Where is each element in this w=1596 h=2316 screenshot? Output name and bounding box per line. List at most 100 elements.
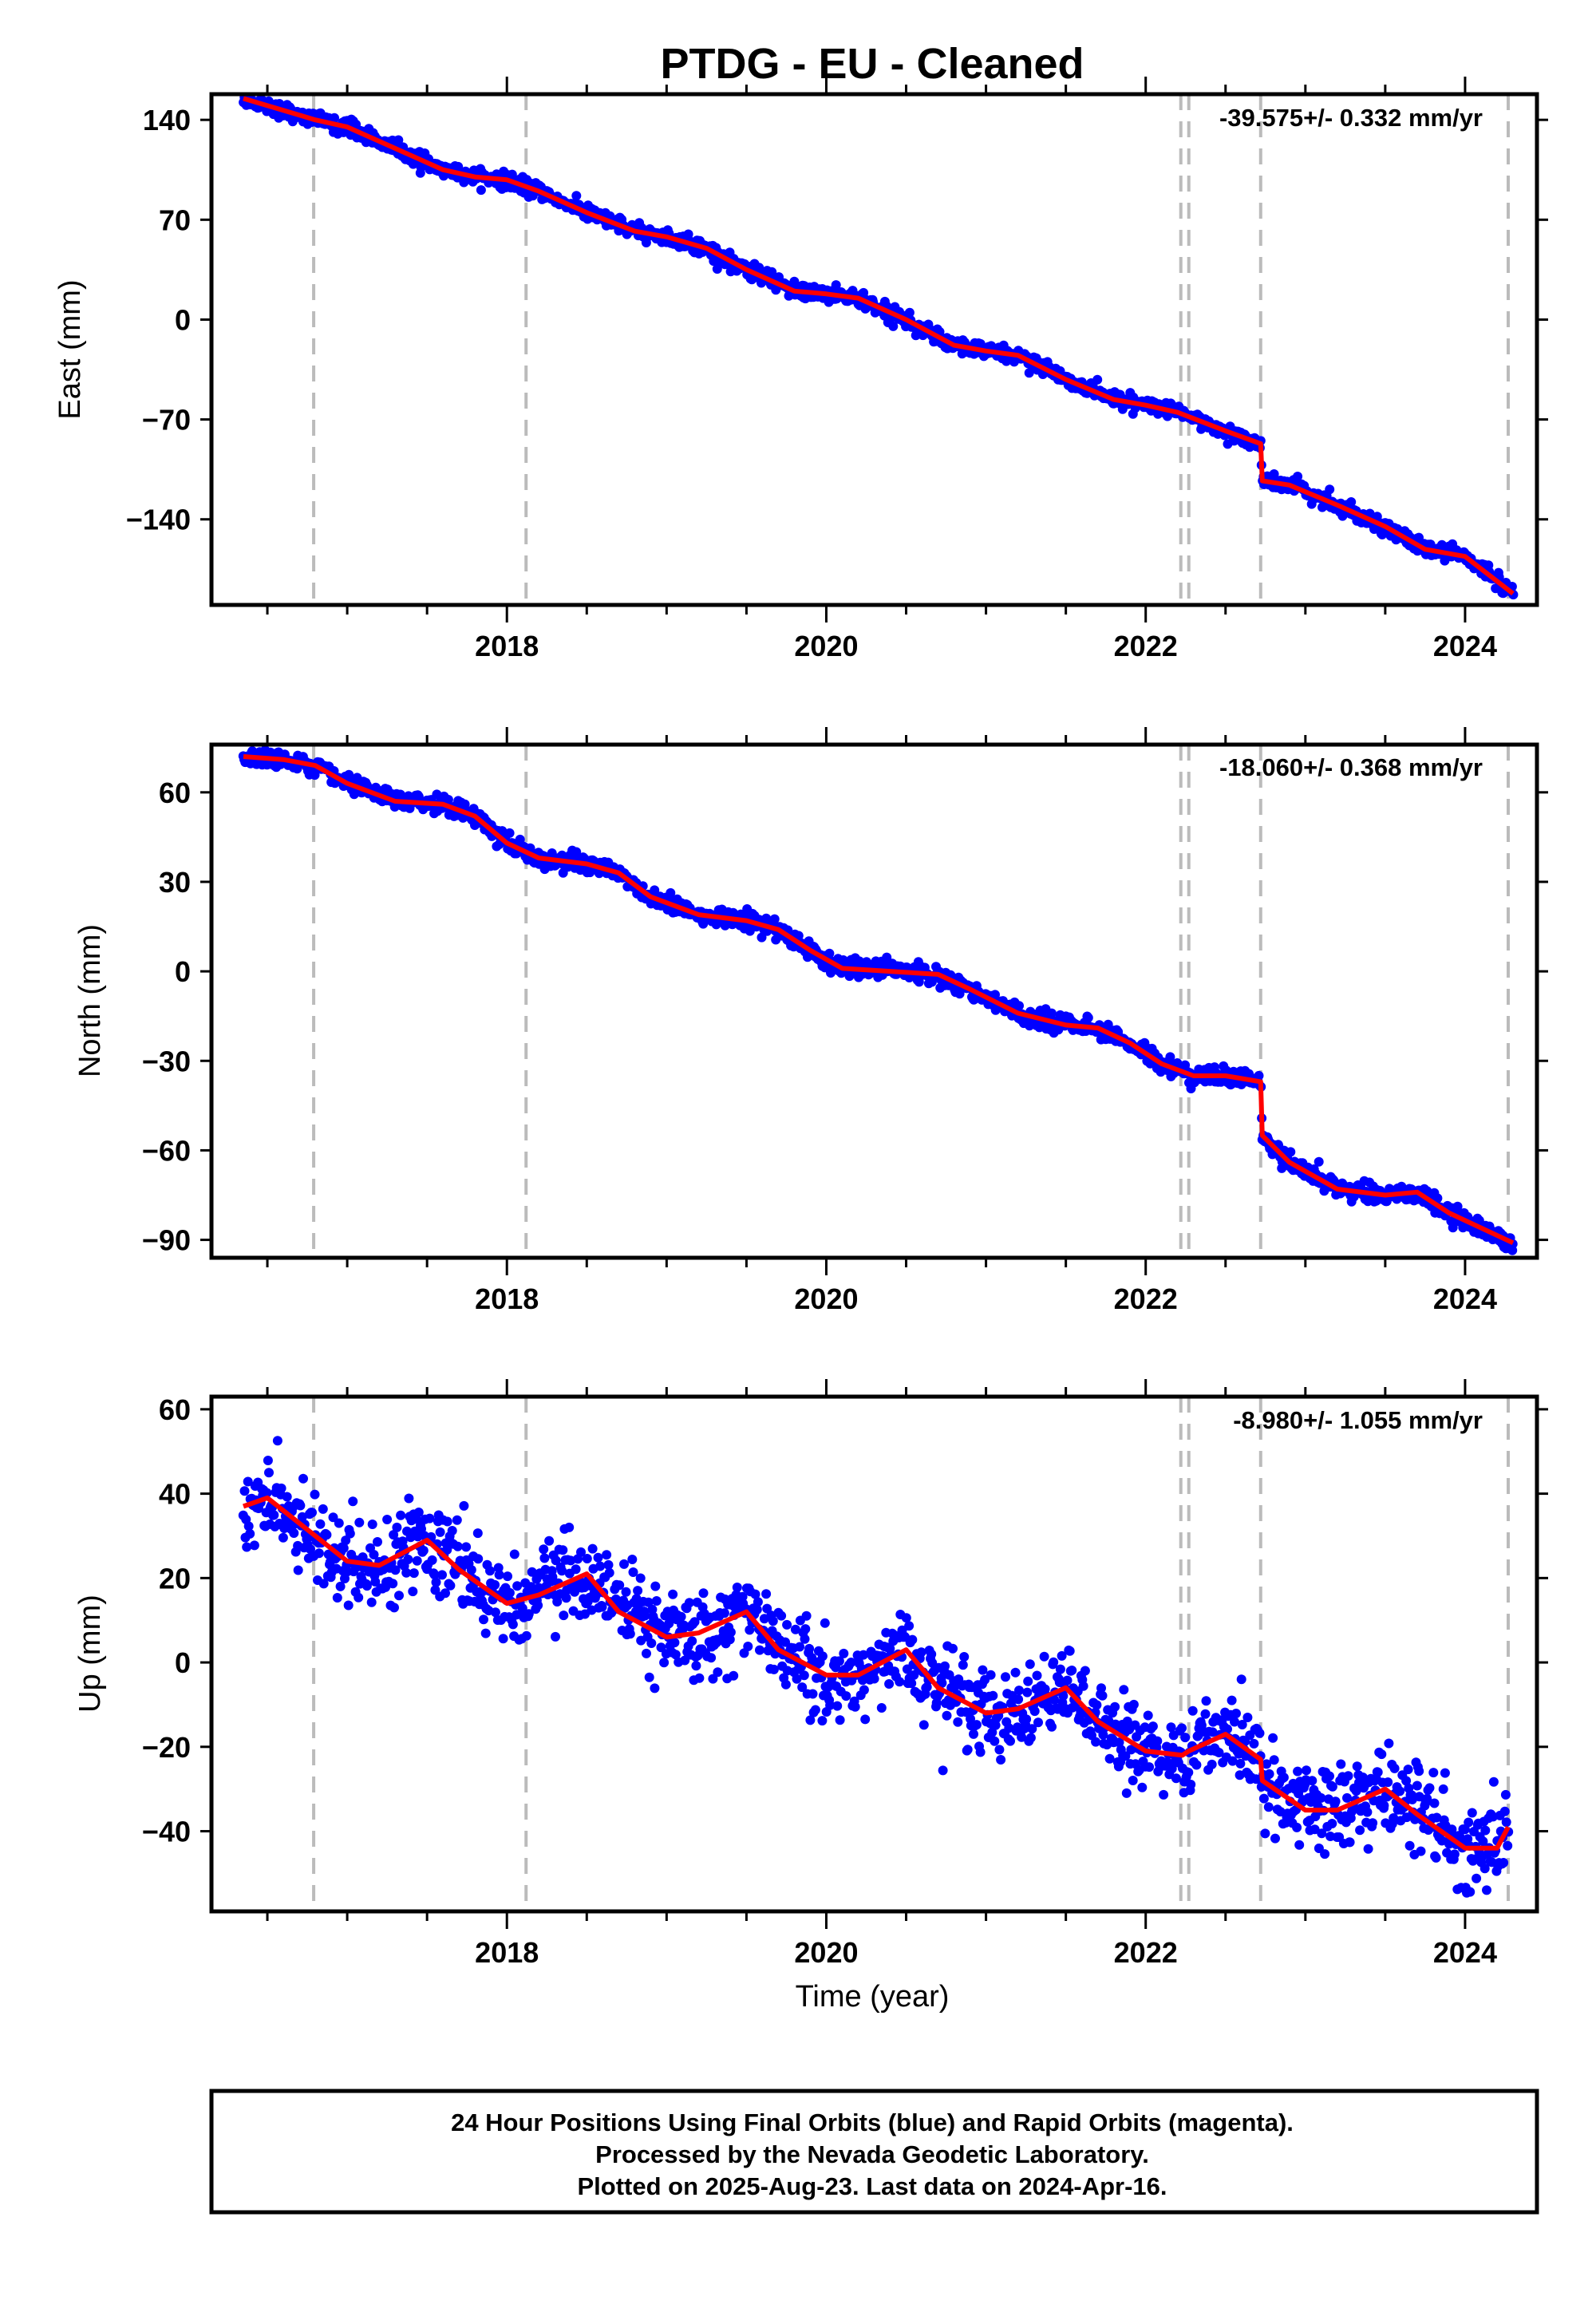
up-data-point (442, 1545, 452, 1555)
up-y-tick-label: −40 (142, 1816, 191, 1848)
up-data-point (243, 1521, 254, 1531)
figure-title: PTDG - EU - Cleaned (660, 40, 1084, 88)
up-data-point (1263, 1802, 1274, 1812)
up-data-point (839, 1648, 849, 1658)
up-data-point (523, 1609, 534, 1619)
up-data-point (335, 1581, 346, 1591)
up-data-point (1004, 1723, 1014, 1733)
up-data-point (628, 1567, 638, 1577)
up-data-point (1214, 1748, 1224, 1757)
up-data-point (361, 1581, 372, 1591)
up-data-point (593, 1552, 603, 1563)
up-data-point (684, 1598, 694, 1608)
up-data-point (1114, 1737, 1124, 1748)
up-data-point (315, 1519, 326, 1529)
up-data-point (694, 1673, 705, 1683)
up-data-point (503, 1571, 512, 1582)
up-data-point (729, 1670, 739, 1681)
up-data-point (382, 1515, 393, 1524)
up-data-point (1422, 1793, 1432, 1804)
up-data-point (1097, 1690, 1108, 1701)
up-data-point (642, 1648, 651, 1658)
up-data-point (614, 1580, 625, 1591)
north-y-tick-label: −90 (142, 1224, 191, 1257)
up-data-point (808, 1689, 818, 1699)
up-data-point (442, 1516, 452, 1527)
up-data-point (1317, 1828, 1327, 1839)
up-data-point (1432, 1812, 1442, 1823)
up-data-point (298, 1473, 308, 1484)
up-plot-area (238, 1397, 1514, 1911)
north-x-tick-label: 2022 (1114, 1282, 1178, 1315)
up-data-point (1293, 1766, 1303, 1777)
north-data-point (571, 847, 582, 857)
east-model-line (243, 96, 1515, 596)
up-data-point (1414, 1766, 1424, 1777)
up-data-point (1143, 1710, 1153, 1721)
up-data-point (1022, 1687, 1033, 1697)
east-y-tick-label: 140 (143, 104, 191, 136)
north-data-point (1432, 1193, 1443, 1203)
up-data-point (1355, 1825, 1365, 1836)
east-data-point (453, 161, 464, 172)
up-data-point (841, 1691, 851, 1701)
up-data-point (587, 1543, 598, 1554)
up-data-point (1128, 1776, 1138, 1785)
up-data-point (1025, 1659, 1035, 1670)
up-data-point (1342, 1792, 1352, 1803)
up-data-point (1395, 1786, 1405, 1796)
up-data-point (1249, 1738, 1259, 1749)
up-data-point (1262, 1759, 1272, 1769)
up-data-point (1144, 1762, 1155, 1773)
north-data-point (1422, 1186, 1432, 1196)
up-data-point (1023, 1676, 1033, 1686)
north-data-point (666, 887, 676, 898)
north-data-point (882, 952, 892, 962)
footer-line-1: 24 Hour Positions Using Final Orbits (bl… (451, 2109, 1294, 2136)
up-data-point (1292, 1822, 1302, 1832)
up-data-point (950, 1681, 960, 1691)
up-data-point (761, 1589, 772, 1599)
up-data-point (243, 1476, 253, 1487)
up-data-point (494, 1570, 504, 1580)
up-y-tick-label: 0 (175, 1646, 191, 1679)
up-y-tick-label: 60 (159, 1393, 191, 1426)
up-data-point (1207, 1759, 1217, 1769)
up-data-point (1057, 1650, 1067, 1661)
up-data-point (768, 1616, 778, 1626)
up-data-point (916, 1647, 926, 1658)
north-rate-label: -18.060+/- 0.368 mm/yr (1219, 753, 1483, 781)
east-data-point (888, 321, 899, 331)
up-data-point (1227, 1756, 1238, 1766)
footer-frame (209, 2089, 1539, 2215)
up-data-point (719, 1608, 729, 1618)
up-data-point (242, 1542, 252, 1552)
up-data-point (1294, 1840, 1305, 1850)
east-data-point (527, 191, 538, 201)
up-data-point (498, 1634, 508, 1644)
up-data-point (552, 1597, 563, 1607)
up-data-point (343, 1600, 354, 1611)
up-data-point (1316, 1792, 1326, 1803)
up-data-point (533, 1600, 543, 1611)
up-data-point (425, 1513, 435, 1524)
up-data-point (1096, 1683, 1106, 1694)
up-data-point (341, 1535, 351, 1546)
north-y-tick-label: −60 (142, 1134, 191, 1167)
up-data-point (418, 1545, 429, 1555)
up-data-point (860, 1714, 871, 1725)
up-data-point (1236, 1674, 1246, 1685)
up-data-point (732, 1583, 742, 1592)
up-x-tick-label: 2022 (1114, 1936, 1178, 1969)
east-y-tick-label: −140 (126, 504, 191, 536)
up-data-point (1021, 1714, 1032, 1725)
up-data-point (633, 1586, 643, 1596)
up-data-point (790, 1624, 800, 1634)
up-data-point (1428, 1768, 1439, 1778)
up-data-point (725, 1634, 735, 1645)
up-data-point (1268, 1733, 1278, 1743)
up-data-point (962, 1745, 973, 1755)
up-data-point (582, 1554, 592, 1563)
up-data-point (558, 1545, 568, 1555)
up-data-point (1054, 1678, 1065, 1687)
